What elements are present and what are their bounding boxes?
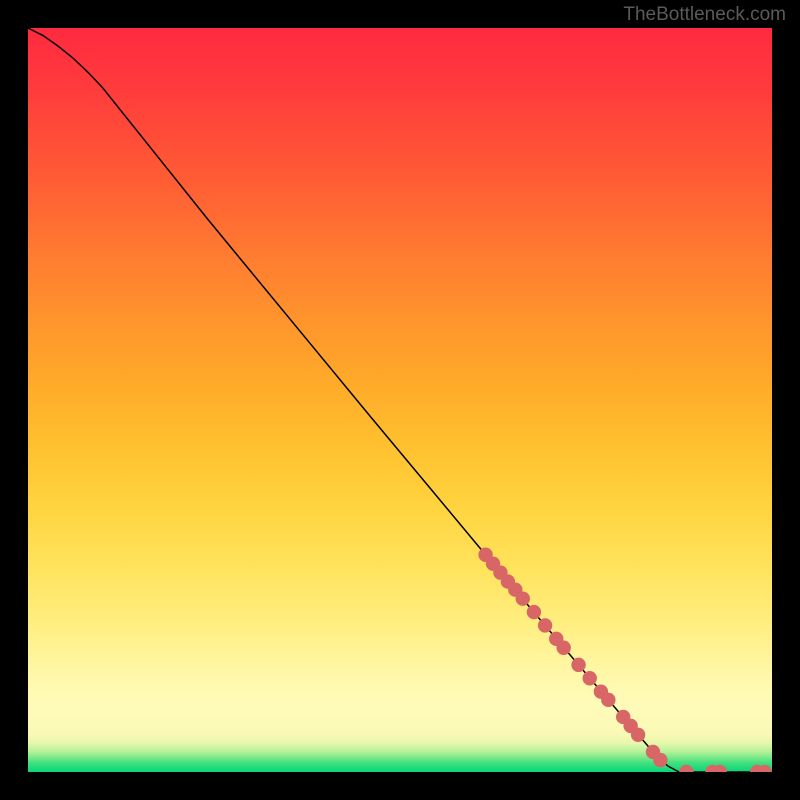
chart-marker <box>527 605 541 619</box>
chart-marker <box>516 591 530 605</box>
chart-marker <box>556 641 570 655</box>
chart-curve <box>28 28 772 772</box>
chart-marker <box>571 658 585 672</box>
chart-marker <box>679 765 693 772</box>
chart-plot-area <box>28 28 772 772</box>
chart-marker <box>631 728 645 742</box>
chart-marker <box>538 618 552 632</box>
chart-marker <box>601 693 615 707</box>
chart-marker <box>583 671 597 685</box>
watermark-text: TheBottleneck.com <box>623 4 786 26</box>
chart-marker <box>653 753 667 767</box>
chart-overlay-svg <box>28 28 772 772</box>
